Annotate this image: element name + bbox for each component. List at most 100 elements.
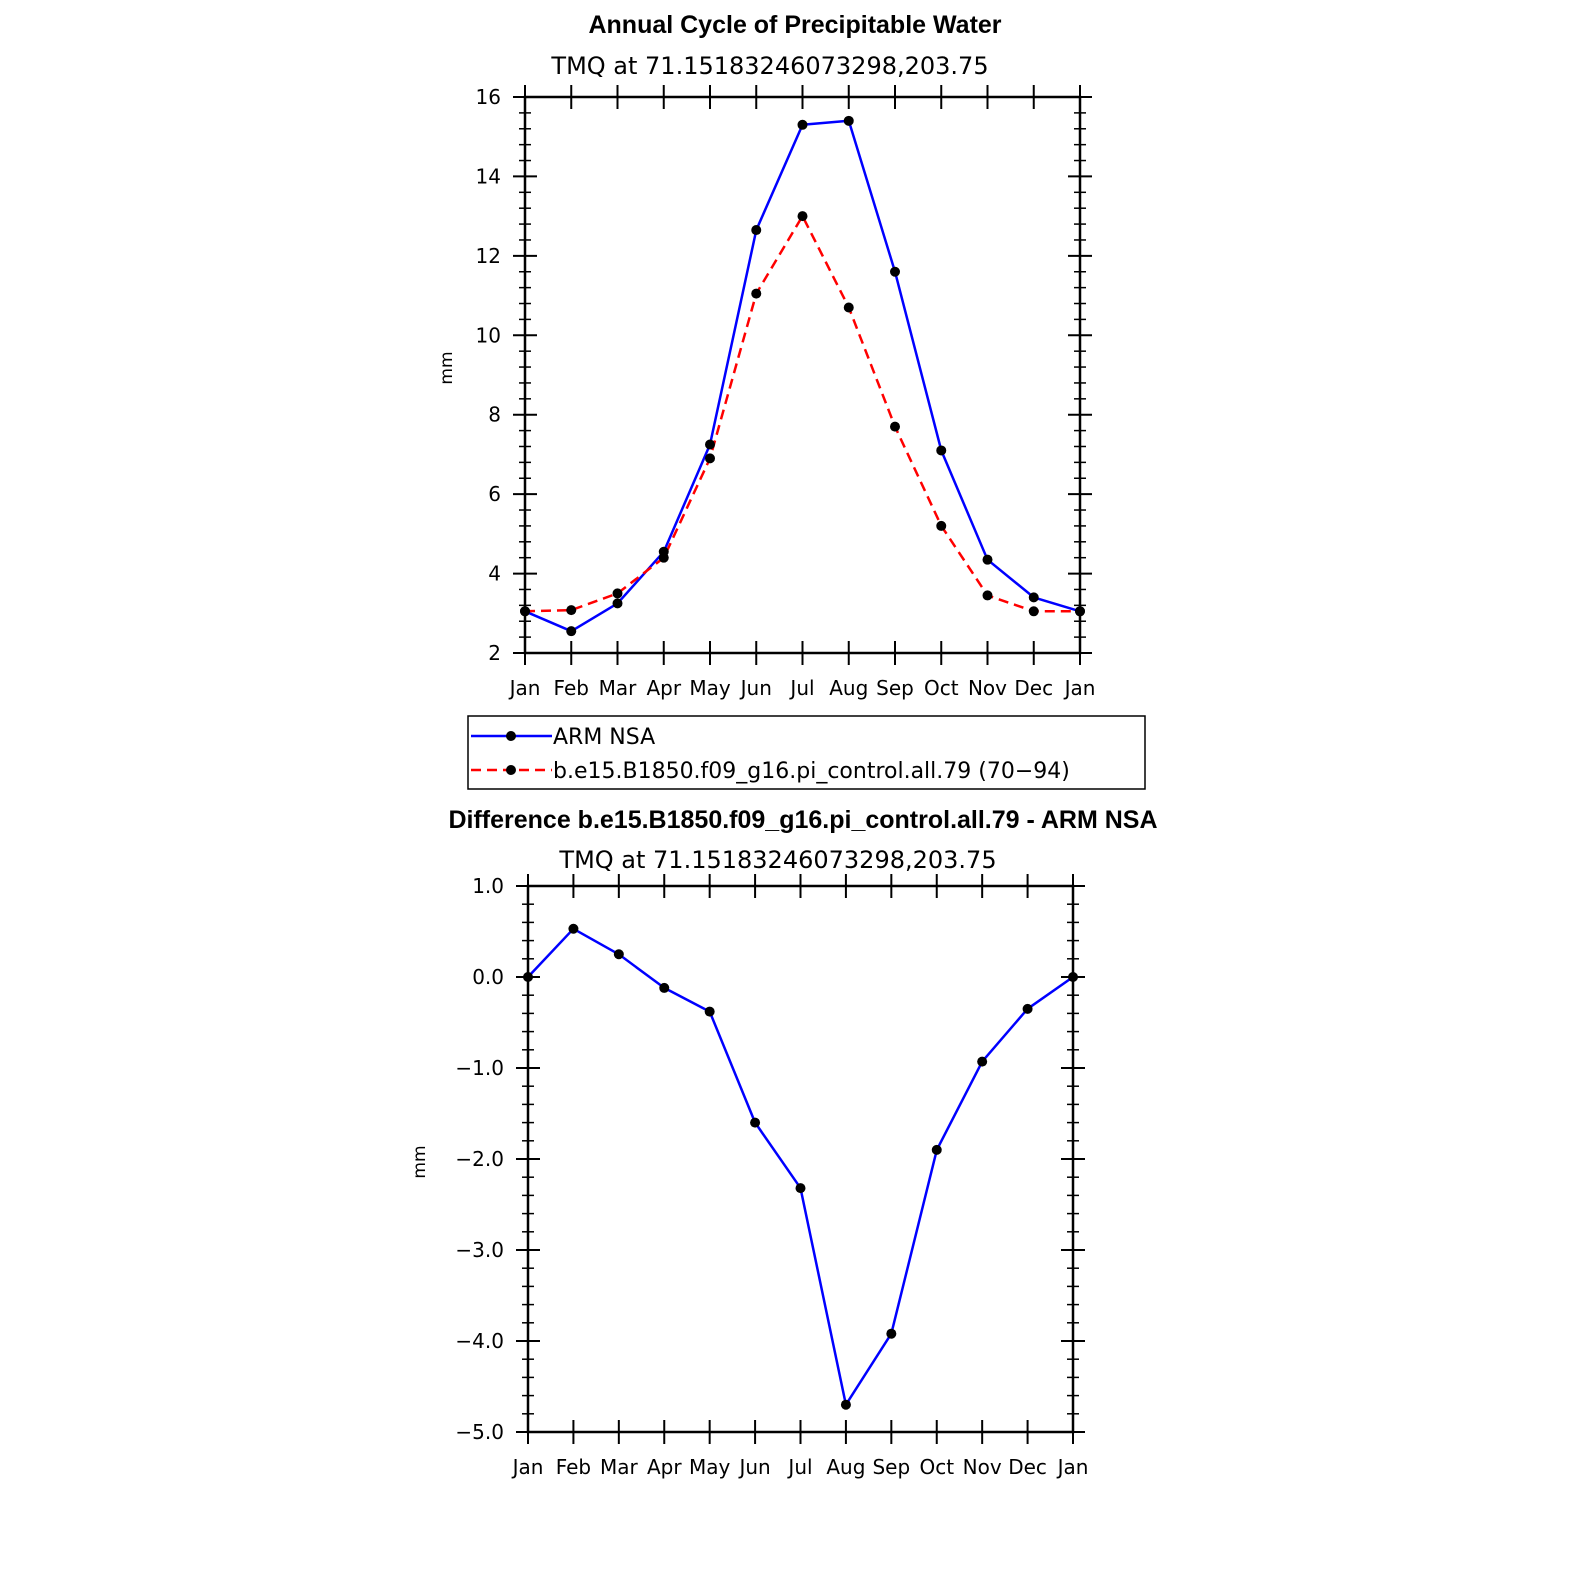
plot-frame [526,884,1075,1434]
data-point [797,119,808,130]
y-axis-label: mm [410,1145,430,1178]
y-tick-label: 16 [476,85,501,109]
data-point [568,923,579,934]
data-point [1022,1003,1033,1014]
legend-marker-arm-nsa [506,731,516,741]
data-point [982,590,993,601]
data-point [936,520,947,531]
x-tick-label: May [689,676,731,700]
data-point [612,588,623,599]
legend-label-arm-nsa: ARM NSA [553,725,655,750]
x-tick-label: Aug [826,1455,865,1479]
x-tick-label: Dec [1014,676,1053,700]
data-point [659,982,670,993]
x-tick-label: Jun [737,1455,770,1479]
x-tick-label: Aug [829,676,868,700]
x-tick-label: Nov [968,676,1007,700]
x-tick-label: Sep [872,1455,910,1479]
legend-box [467,715,1146,790]
x-tick-label: Nov [963,1455,1002,1479]
data-point [566,626,577,637]
y-tick-label: −3.0 [455,1238,504,1262]
data-point [890,266,900,277]
x-tick-label: Jul [788,676,814,700]
y-tick-label: −1.0 [455,1056,504,1080]
x-tick-label: May [689,1455,731,1479]
data-point [795,1183,806,1194]
y-tick-labels: 1.0 0.0 −1.0 −2.0 −3.0 −4.0 −5.0 [455,874,504,1444]
y-tick-label: 0.0 [472,965,504,989]
legend-marker-model [506,765,516,775]
legend: ARM NSA b.e15.B1850.f09_g16.pi_control.a… [467,715,1146,790]
x-tick-label: Oct [924,676,959,700]
x-tick-label: Apr [647,1455,682,1479]
data-point [982,554,993,565]
x-tick-label: Mar [599,676,638,700]
y-tick-label: 10 [476,323,501,347]
data-point [705,453,715,464]
x-tick-label: Sep [876,676,914,700]
legend-label-model: b.e15.B1850.f09_g16.pi_control.all.79 (7… [553,759,1070,784]
data-point [840,1399,851,1410]
x-tick-label: Jul [786,1455,812,1479]
series-group [520,115,1085,637]
chart-title: Difference b.e15.B1850.f09_g16.pi_contro… [448,806,1157,834]
data-point [612,598,623,609]
x-tick-label: Mar [600,1455,639,1479]
y-tick-label: 4 [488,562,501,586]
data-point [890,421,900,432]
annual-cycle-chart: Annual Cycle of Precipitable Water TMQ a… [437,11,1095,700]
data-point [705,439,715,450]
chart-title: Annual Cycle of Precipitable Water [588,11,1001,39]
x-tick-label: Dec [1008,1455,1047,1479]
y-axis-label: mm [437,351,457,384]
series-line [527,927,1074,1406]
y-tick-label: −4.0 [455,1329,504,1353]
x-tick-labels: Jan Feb Mar Apr May Jun Jul Aug Sep Oct Nov Dec Jan [511,1455,1089,1479]
y-tick-label: −5.0 [455,1420,504,1444]
x-tick-label: Oct [919,1455,954,1479]
chart-subtitle: TMQ at 71.15183246073298,203.75 [558,846,996,874]
x-tick-label: Jan [511,1455,544,1479]
data-point [843,115,854,126]
series-line [524,214,1080,613]
y-tick-label: 12 [476,244,501,268]
y-tick-label: −2.0 [455,1147,504,1171]
y-tick-labels: 2 4 6 8 10 12 14 16 [476,85,501,665]
x-tick-label: Jan [1063,676,1096,700]
data-point [566,605,577,616]
x-tick-labels: Jan Feb Mar Apr May Jun Jul Aug Sep Oct Nov Dec Jan [508,676,1096,700]
data-point [751,225,762,236]
x-tick-label: Apr [646,676,681,700]
tick-marks [513,85,1092,665]
data-point [931,1144,942,1155]
series-line [524,119,1081,633]
data-point [658,552,669,563]
y-tick-label: 2 [488,641,501,665]
y-tick-label: 1.0 [472,874,504,898]
data-point [843,302,854,313]
series-group [523,923,1078,1410]
data-point [1028,592,1039,603]
data-point [797,211,808,222]
y-tick-label: 6 [488,482,501,506]
data-point [704,1006,715,1017]
x-tick-label: Jun [739,676,772,700]
data-point [751,288,762,299]
data-point [1028,606,1039,617]
x-tick-label: Jan [508,676,541,700]
plot-frame [523,95,1082,655]
x-tick-label: Jan [1056,1455,1089,1479]
tick-marks [516,874,1085,1444]
y-tick-label: 8 [488,403,501,427]
y-tick-label: 14 [476,164,501,188]
data-point [750,1117,761,1128]
x-tick-label: Feb [554,676,589,700]
data-point [977,1056,988,1067]
data-point [936,445,947,456]
data-point [886,1328,897,1339]
difference-chart: Difference b.e15.B1850.f09_g16.pi_contro… [410,806,1158,1479]
chart-subtitle: TMQ at 71.15183246073298,203.75 [550,52,988,80]
data-point [613,949,624,960]
